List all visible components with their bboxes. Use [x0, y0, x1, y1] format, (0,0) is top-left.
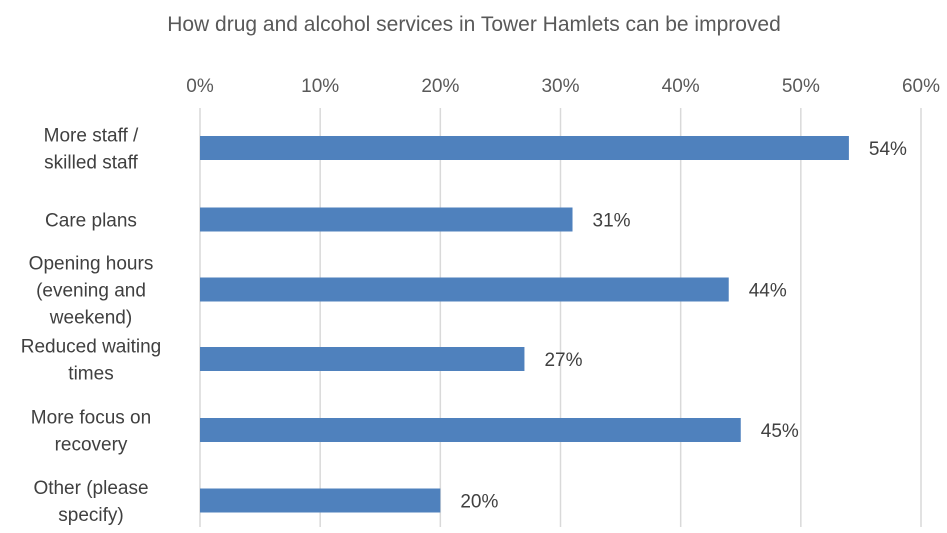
- x-tick-label: 50%: [782, 76, 820, 97]
- data-label: 27%: [544, 350, 582, 371]
- bar: [200, 488, 441, 513]
- x-tick-label: 10%: [301, 76, 339, 97]
- category-label: Opening hours (evening and weekend): [29, 254, 154, 329]
- x-tick-label: 60%: [902, 76, 940, 97]
- x-tick-label: 20%: [421, 76, 459, 97]
- gridlines: [199, 108, 922, 527]
- category-labels: More staff / skilled staff Care plans Openi…: [21, 126, 161, 527]
- data-label: 45%: [761, 421, 799, 442]
- bar: [200, 347, 525, 371]
- x-tick-label: 0%: [186, 76, 214, 97]
- x-tick-label: 30%: [541, 76, 579, 97]
- data-label: 20%: [460, 492, 498, 513]
- category-label: Care plans: [45, 211, 137, 232]
- category-label: Reduced waiting times: [21, 337, 161, 385]
- category-label: More staff / skilled staff: [44, 126, 139, 174]
- category-label: More focus on recovery: [31, 408, 151, 456]
- data-label: 31%: [593, 211, 631, 232]
- data-labels: 54% 31% 44% 27% 45% 20%: [460, 139, 907, 513]
- category-label: Other (please specify): [33, 478, 148, 526]
- bar: [200, 136, 849, 160]
- bar: [200, 207, 573, 232]
- x-axis-ticks: 0% 10% 20% 30% 40% 50% 60%: [186, 76, 940, 97]
- chart-title: How drug and alcohol services in Tower H…: [167, 13, 781, 36]
- x-tick-label: 40%: [662, 76, 700, 97]
- bars: [200, 136, 849, 513]
- bar: [200, 418, 741, 442]
- data-label: 54%: [869, 139, 907, 160]
- bar: [200, 277, 729, 302]
- data-label: 44%: [749, 281, 787, 302]
